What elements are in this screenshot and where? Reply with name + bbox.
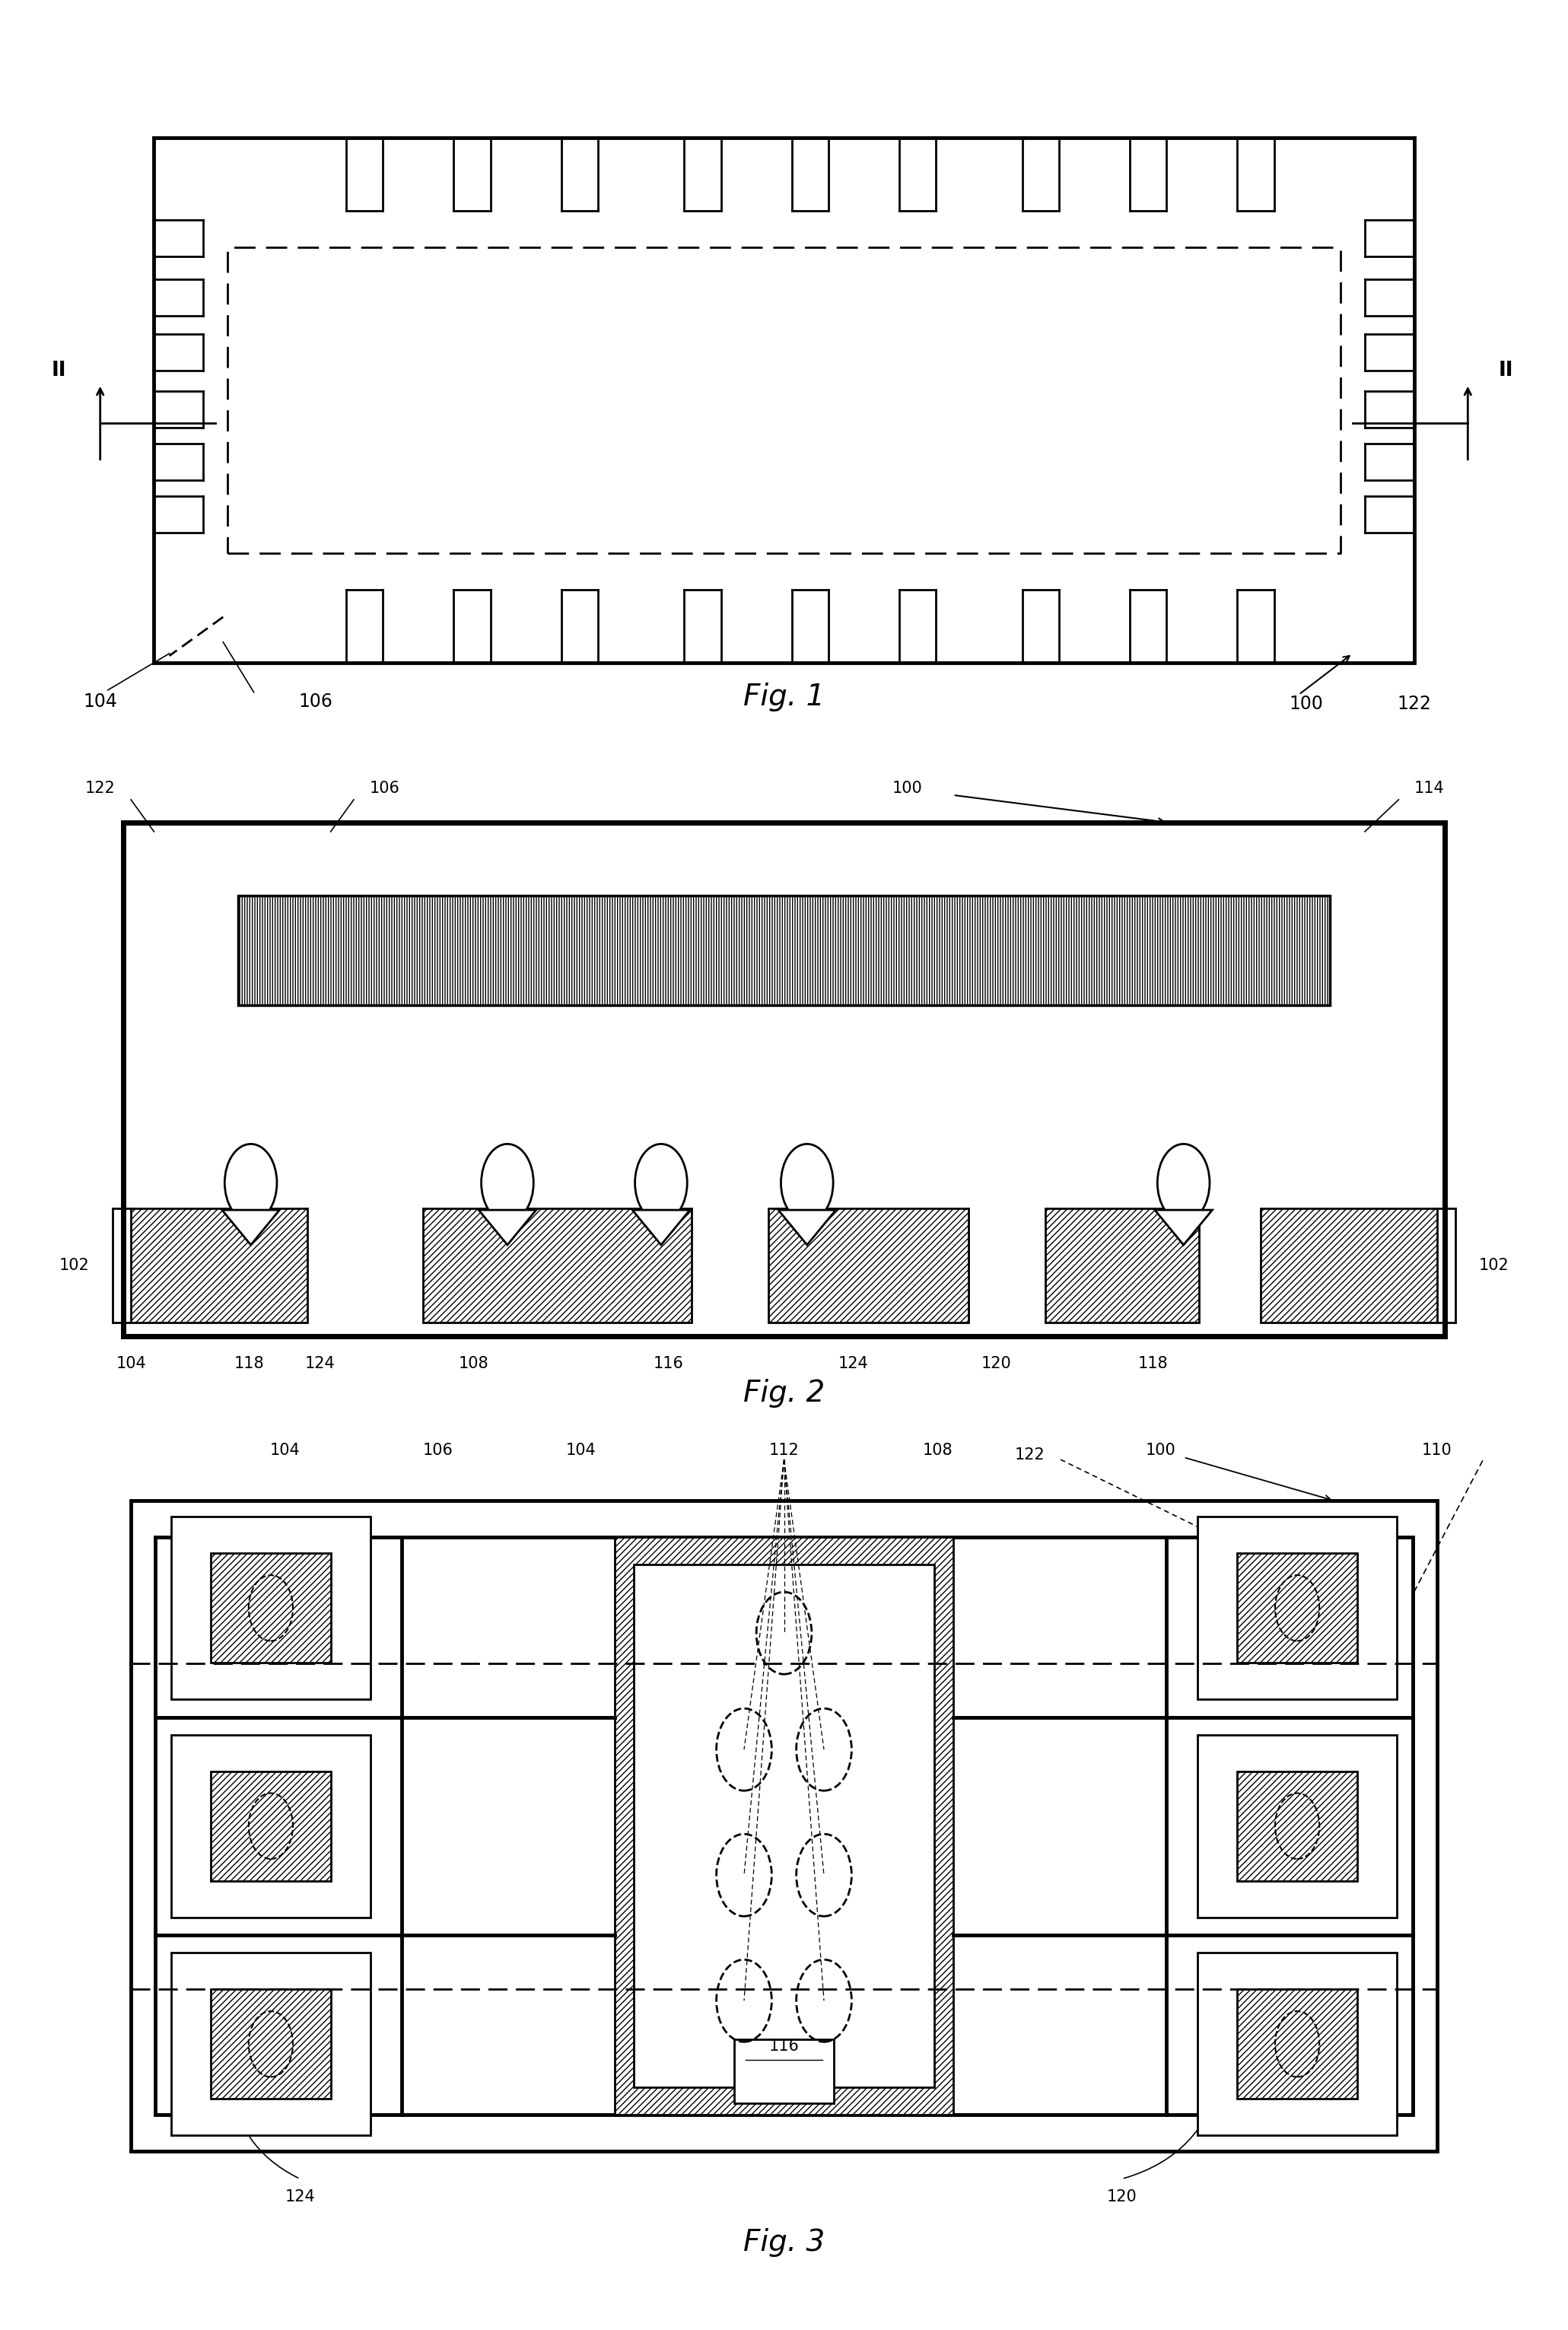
Text: 122: 122 [1397, 694, 1432, 713]
Text: 118: 118 [234, 1356, 265, 1372]
Text: 106: 106 [423, 1442, 453, 1459]
Text: 104: 104 [566, 1442, 596, 1459]
Text: 116: 116 [654, 1356, 684, 1372]
Text: 122: 122 [85, 781, 116, 797]
Bar [1237, 1554, 1358, 1664]
Bar [1198, 1736, 1397, 1918]
Bar [132, 1209, 307, 1323]
Text: 104: 104 [270, 1442, 299, 1459]
Text: 106: 106 [298, 692, 332, 711]
Text: 110: 110 [1422, 1442, 1452, 1459]
Bar [210, 1990, 331, 2099]
Text: 100: 100 [892, 781, 922, 797]
Polygon shape [1154, 1209, 1212, 1244]
Text: 120: 120 [982, 1356, 1011, 1372]
Text: 122: 122 [1014, 1447, 1044, 1463]
Bar [124, 822, 1444, 1335]
Circle shape [635, 1144, 687, 1221]
Bar [615, 1538, 953, 2116]
Text: 114: 114 [1414, 781, 1444, 797]
Bar [1046, 1209, 1200, 1323]
Bar [423, 1209, 691, 1323]
Bar [633, 1566, 935, 2088]
Bar [210, 1554, 331, 1664]
Polygon shape [478, 1209, 536, 1244]
Bar [1237, 1990, 1358, 2099]
Circle shape [781, 1144, 833, 1221]
Bar [154, 137, 1414, 662]
Text: 120: 120 [1107, 2190, 1137, 2204]
Text: 124: 124 [837, 1356, 869, 1372]
Text: II: II [52, 361, 66, 380]
Bar [132, 1501, 1436, 2151]
Circle shape [224, 1144, 278, 1221]
Bar [171, 1736, 370, 1918]
Text: II: II [1499, 361, 1513, 380]
Bar [155, 1538, 1413, 2116]
Text: Fig. 2: Fig. 2 [743, 1379, 825, 1407]
Text: 124: 124 [304, 1356, 336, 1372]
Text: 106: 106 [370, 781, 400, 797]
Text: 100: 100 [1145, 1442, 1176, 1459]
Polygon shape [632, 1209, 690, 1244]
Circle shape [481, 1144, 533, 1221]
Bar [1261, 1209, 1436, 1323]
Polygon shape [223, 1209, 279, 1244]
Text: 116: 116 [768, 2039, 800, 2055]
Bar [734, 2039, 834, 2104]
Bar [238, 895, 1330, 1004]
Bar [171, 1953, 370, 2134]
Bar [238, 895, 1330, 1004]
Text: 104: 104 [83, 692, 118, 711]
Bar [1198, 1517, 1397, 1699]
Text: 102: 102 [1479, 1258, 1508, 1272]
Text: 118: 118 [1138, 1356, 1168, 1372]
Text: 112: 112 [768, 1442, 800, 1459]
Text: 104: 104 [116, 1356, 146, 1372]
Text: Fig. 3: Fig. 3 [743, 2227, 825, 2258]
Text: 100: 100 [1289, 694, 1323, 713]
Text: 102: 102 [60, 1258, 89, 1272]
Polygon shape [778, 1209, 836, 1244]
Text: Fig. 1: Fig. 1 [743, 683, 825, 711]
Text: 124: 124 [285, 2190, 315, 2204]
Bar [1237, 1771, 1358, 1880]
Text: 108: 108 [922, 1442, 953, 1459]
Bar [1198, 1953, 1397, 2134]
Circle shape [1157, 1144, 1209, 1221]
Text: 108: 108 [458, 1356, 489, 1372]
Bar [210, 1771, 331, 1880]
Bar [768, 1209, 969, 1323]
Bar [171, 1517, 370, 1699]
